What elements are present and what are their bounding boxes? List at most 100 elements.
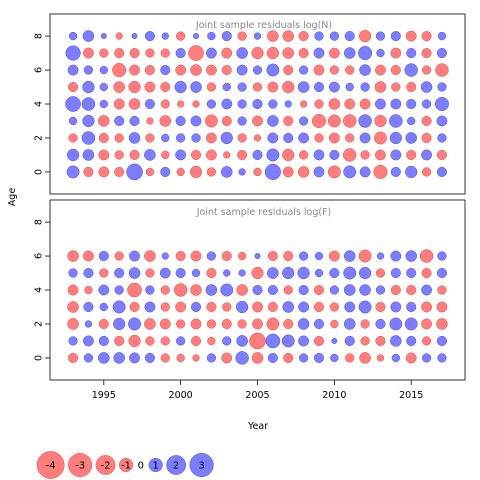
- bubble-log-n-2006-age-2: [267, 132, 279, 144]
- panel-log-n-title: Joint sample residuals log(N): [195, 20, 332, 31]
- bubble-log-f-2007-age-2: [283, 318, 294, 329]
- bubble-log-f-1998-age-3: [144, 301, 156, 313]
- bubble-log-f-2014-age-3: [390, 301, 402, 313]
- bubble-log-f-2007-age-3: [282, 301, 294, 313]
- bubble-log-n-2009-age-7: [313, 47, 325, 59]
- bubble-log-n-2017-age-7: [436, 48, 447, 59]
- bubble-log-n-2002-age-5: [206, 82, 216, 92]
- bubble-log-f-2013-age-5: [375, 268, 386, 278]
- bubble-log-n-2016-age-4: [421, 99, 432, 109]
- bubble-log-n-2000-age-0: [176, 167, 185, 177]
- bubble-log-n-2016-age-6: [421, 65, 432, 75]
- bubble-log-n-2004-age-6: [236, 64, 248, 76]
- bubble-log-n-2008-age-0: [297, 166, 310, 178]
- bubble-log-n-1999-age-3: [159, 115, 172, 127]
- bubble-log-f-1994-age-1: [83, 335, 94, 347]
- bubble-log-n-1997-age-0: [126, 163, 143, 181]
- bubble-log-f-2006-age-1: [265, 333, 281, 349]
- bubble-log-n-1996-age-3: [114, 115, 125, 126]
- bubble-log-f-1997-age-3: [129, 301, 140, 312]
- bubble-log-n-2006-age-4: [268, 99, 278, 109]
- bubble-log-n-2013-age-4: [375, 98, 386, 110]
- legend-label--4: -4: [46, 461, 56, 472]
- bubble-log-n-2006-age-7: [266, 46, 279, 60]
- bubble-log-f-2002-age-4: [205, 284, 218, 296]
- bubble-log-f-2001-age-6: [190, 250, 202, 262]
- bubble-log-f-2009-age-0: [313, 352, 324, 363]
- bubble-log-f-1993-age-5: [68, 268, 78, 278]
- bubble-log-n-1996-age-5: [113, 81, 125, 93]
- bubble-log-f-1994-age-2: [84, 320, 93, 328]
- bubble-log-n-2014-age-0: [390, 166, 401, 177]
- bubble-log-f-2000-age-1: [176, 336, 186, 346]
- bubble-log-n-1994-age-1: [82, 149, 95, 161]
- bubble-log-f-2009-age-2: [313, 318, 324, 329]
- bubble-log-f-1993-age-3: [67, 301, 79, 313]
- bubble-log-n-2002-age-8: [207, 31, 216, 41]
- bubble-log-n-2008-age-3: [299, 116, 309, 126]
- bubble-log-f-1997-age-0: [129, 352, 140, 364]
- bubble-log-n-2017-age-2: [437, 133, 447, 143]
- bubble-log-f-2017-age-0: [437, 353, 447, 363]
- y-tick-label-log-n-0: 0: [34, 169, 45, 175]
- bubble-log-f-2011-age-5: [343, 266, 357, 280]
- bubble-log-f-1995-age-5: [99, 268, 109, 278]
- y-tick-label-log-n-8: 8: [34, 33, 45, 39]
- bubble-log-n-2003-age-3: [221, 115, 232, 126]
- y-tick-label-log-n-2: 2: [34, 135, 45, 141]
- bubble-log-n-2014-age-8: [390, 31, 401, 42]
- panel-log-f: Joint sample residuals log(F) 0 2 4 6 8: [34, 199, 466, 381]
- bubble-log-f-2010-age-1: [331, 337, 338, 344]
- bubble-log-f-2007-age-0: [283, 352, 294, 363]
- bubble-log-n-2013-age-1: [375, 149, 386, 161]
- bubble-log-f-2006-age-0: [267, 352, 278, 363]
- bubble-log-f-2010-age-3: [329, 302, 339, 312]
- bubble-log-n-1999-age-1: [161, 150, 170, 160]
- bubble-log-n-1997-age-8: [131, 33, 138, 40]
- bubble-log-f-2015-age-0: [405, 352, 417, 364]
- bubble-log-n-2008-age-4: [300, 100, 308, 108]
- bubble-log-n-2001-age-3: [190, 115, 202, 127]
- x-tick-label-2015: 2015: [399, 390, 423, 401]
- bubble-log-f-2011-age-1: [344, 335, 355, 346]
- bubble-log-f-1997-age-5: [128, 267, 141, 279]
- bubble-log-n-1996-age-4: [113, 98, 125, 110]
- bubble-log-n-2007-age-8: [282, 30, 294, 42]
- bubble-log-f-2004-age-3: [236, 300, 249, 314]
- bubble-log-n-2000-age-1: [175, 149, 187, 161]
- bubble-log-f-1994-age-4: [84, 285, 93, 295]
- bubble-log-n-2006-age-6: [266, 63, 280, 77]
- bubble-log-f-1994-age-6: [83, 250, 94, 262]
- bubble-log-f-2006-age-2: [266, 317, 280, 331]
- bubble-log-f-2005-age-2: [252, 318, 263, 330]
- bubble-log-n-2014-age-1: [390, 149, 402, 161]
- bubble-log-n-2008-age-5: [297, 81, 310, 93]
- bubble-log-f-2007-age-4: [283, 285, 293, 295]
- bubble-log-n-1996-age-1: [114, 150, 124, 160]
- bubble-log-n-1996-age-2: [114, 133, 124, 143]
- bubble-log-f-2016-age-3: [421, 301, 432, 313]
- bubble-log-n-1994-age-8: [82, 30, 95, 42]
- bubble-log-f-2001-age-5: [191, 268, 201, 278]
- bubble-log-f-1996-age-3: [112, 300, 126, 314]
- bubble-log-f-2008-age-1: [298, 335, 309, 347]
- bubble-log-n-2003-age-5: [222, 82, 231, 92]
- bubble-log-f-2003-age-4: [220, 283, 234, 297]
- bubble-log-f-2002-age-0: [206, 353, 216, 363]
- bubble-log-f-2003-age-6: [221, 251, 232, 262]
- y-tick-label-log-n-4: 4: [34, 101, 45, 107]
- bubble-log-n-1995-age-7: [99, 48, 109, 58]
- bubble-log-f-1993-age-0: [68, 352, 79, 363]
- bubble-log-f-2008-age-4: [298, 285, 309, 296]
- legend-label-1: 1: [152, 461, 158, 472]
- bubble-log-n-1997-age-5: [128, 80, 141, 94]
- bubble-log-f-2015-age-3: [406, 301, 417, 312]
- bubble-log-f-1996-age-4: [114, 285, 124, 295]
- bubble-log-f-1993-age-4: [67, 284, 79, 296]
- bubble-log-f-2010-age-5: [329, 268, 340, 279]
- bubble-log-f-2004-age-5: [238, 269, 246, 277]
- bubble-log-n-1995-age-3: [98, 115, 110, 127]
- bubble-log-n-2010-age-1: [329, 149, 340, 160]
- bubble-log-n-2007-age-1: [282, 148, 295, 162]
